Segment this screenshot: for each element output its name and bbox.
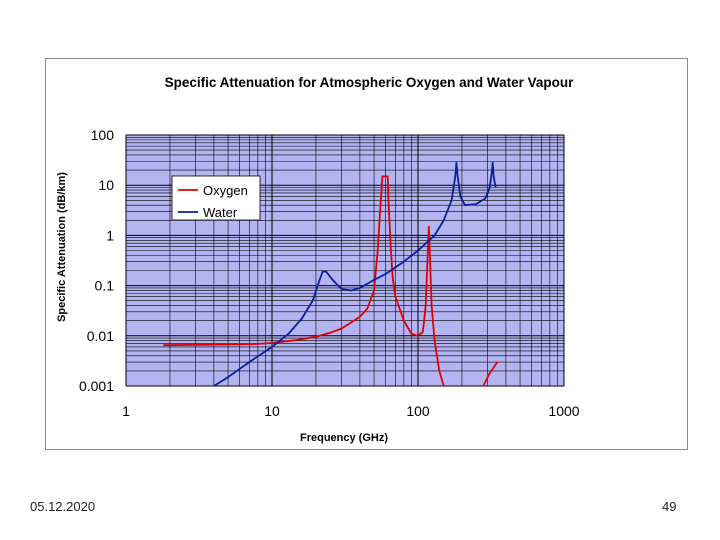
y-tick-label: 0.01 — [87, 328, 114, 344]
x-tick-label: 10 — [264, 403, 280, 419]
legend: Oxygen Water — [171, 175, 261, 221]
page-number: 49 — [662, 499, 677, 514]
x-axis-label: Frequency (GHz) — [300, 432, 388, 444]
attenuation-chart: Specific Attenuation for Atmospheric Oxy… — [56, 75, 580, 444]
legend-oxygen-label: Oxygen — [203, 183, 248, 198]
footer-date: 05.12.2020 — [30, 499, 96, 514]
water-series-line — [213, 161, 497, 387]
oxygen-series-line — [482, 361, 499, 387]
x-tick-label: 1 — [122, 403, 130, 419]
chart-title: Specific Attenuation for Atmospheric Oxy… — [165, 75, 575, 90]
y-tick-label: 0.001 — [79, 378, 114, 394]
y-tick-label: 10 — [98, 177, 114, 193]
x-tick-label: 100 — [406, 403, 430, 419]
y-tick-label: 100 — [91, 127, 115, 143]
legend-water-label: Water — [203, 205, 238, 220]
x-tick-label: 1000 — [548, 403, 579, 419]
y-tick-label: 1 — [106, 227, 114, 243]
chart-frame: Specific Attenuation for Atmospheric Oxy… — [45, 58, 688, 450]
oxygen-series-line — [163, 175, 445, 387]
y-tick-label: 0.1 — [95, 278, 115, 294]
plot-area — [126, 135, 564, 386]
y-axis-label: Specific Attenuation (dB/km) — [56, 172, 68, 322]
